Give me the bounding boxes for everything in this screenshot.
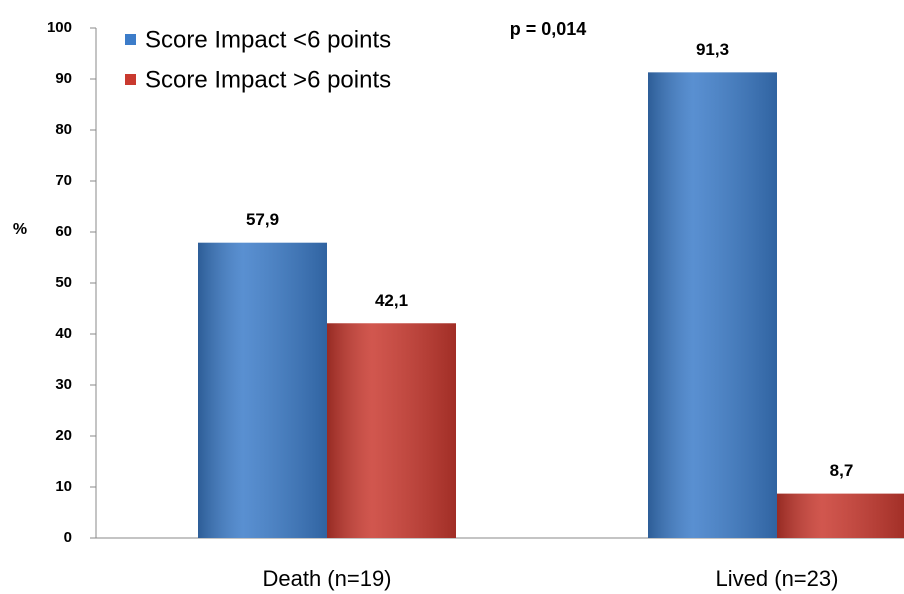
legend-label: Score Impact <6 points [145,26,391,53]
y-tick-label: 0 [64,529,72,546]
value-label: 42,1 [375,291,408,310]
bar-shade [777,493,904,538]
value-label: 91,3 [696,40,729,59]
y-tick-label: 50 [55,274,72,291]
x-tick-label: Lived (n=23) [716,566,839,591]
y-tick-label: 20 [55,427,72,444]
y-axis-label: % [13,221,27,238]
y-tick-label: 70 [55,172,72,189]
y-tick-label: 60 [55,223,72,240]
annotation: p = 0,014 [510,19,587,39]
y-tick-label: 90 [55,70,72,87]
y-tick-label: 30 [55,376,72,393]
legend-swatch [125,34,136,45]
y-tick-label: 10 [55,478,72,495]
value-label: 8,7 [830,461,854,480]
y-tick-label: 40 [55,325,72,342]
y-tick-label: 100 [47,19,72,36]
legend-label: Score Impact >6 points [145,66,391,93]
value-label: 57,9 [246,210,279,229]
bar-shade [198,242,327,538]
x-tick-label: Death (n=19) [262,566,391,591]
bar-shade [648,72,777,539]
legend-swatch [125,74,136,85]
bar-shade [327,323,456,538]
y-tick-label: 80 [55,121,72,138]
